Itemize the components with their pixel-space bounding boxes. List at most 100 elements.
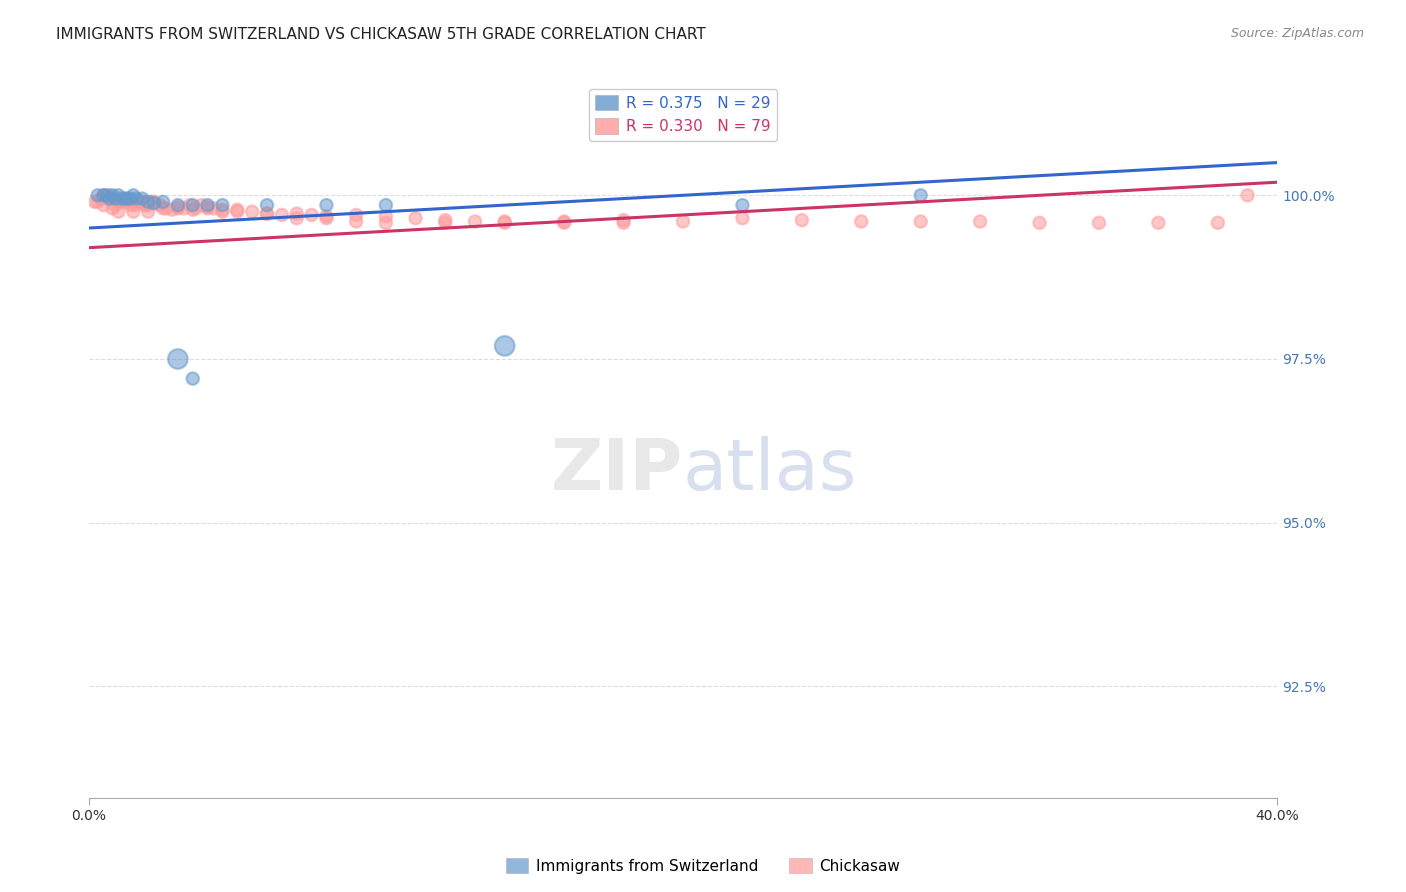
- Point: [136, 204, 159, 219]
- Point: [122, 204, 145, 219]
- Point: [134, 198, 156, 212]
- Point: [374, 198, 396, 212]
- Point: [240, 204, 263, 219]
- Point: [173, 202, 195, 216]
- Point: [197, 202, 219, 216]
- Point: [107, 204, 129, 219]
- Point: [117, 194, 139, 209]
- Point: [101, 188, 124, 202]
- Point: [494, 214, 516, 228]
- Point: [910, 188, 932, 202]
- Point: [86, 194, 108, 209]
- Text: IMMIGRANTS FROM SWITZERLAND VS CHICKASAW 5TH GRADE CORRELATION CHART: IMMIGRANTS FROM SWITZERLAND VS CHICKASAW…: [56, 27, 706, 42]
- Point: [110, 194, 132, 209]
- Point: [434, 213, 457, 227]
- Point: [167, 198, 190, 212]
- Point: [160, 202, 183, 217]
- Point: [167, 202, 190, 216]
- Point: [969, 214, 991, 228]
- Point: [1088, 216, 1111, 230]
- Point: [405, 211, 427, 226]
- Point: [285, 211, 308, 226]
- Point: [181, 198, 204, 212]
- Point: [96, 188, 118, 202]
- Point: [202, 202, 225, 216]
- Point: [464, 214, 486, 228]
- Point: [226, 202, 249, 217]
- Point: [167, 200, 190, 214]
- Point: [167, 351, 190, 366]
- Point: [184, 202, 207, 216]
- Point: [434, 216, 457, 230]
- Text: Source: ZipAtlas.com: Source: ZipAtlas.com: [1230, 27, 1364, 40]
- Point: [93, 188, 115, 202]
- Point: [139, 194, 162, 209]
- Point: [107, 188, 129, 202]
- Point: [910, 214, 932, 228]
- Point: [256, 206, 278, 220]
- Point: [211, 202, 233, 217]
- Point: [152, 202, 174, 216]
- Point: [851, 214, 873, 228]
- Point: [553, 216, 575, 230]
- Point: [122, 188, 145, 202]
- Point: [211, 204, 233, 219]
- Point: [285, 206, 308, 220]
- Point: [120, 192, 142, 206]
- Point: [315, 198, 337, 212]
- Point: [1028, 216, 1050, 230]
- Point: [93, 198, 115, 212]
- Legend: R = 0.375   N = 29, R = 0.330   N = 79: R = 0.375 N = 29, R = 0.330 N = 79: [589, 88, 776, 141]
- Text: ZIP: ZIP: [551, 436, 683, 505]
- Point: [1206, 216, 1229, 230]
- Point: [226, 204, 249, 219]
- Point: [152, 194, 174, 209]
- Point: [143, 196, 166, 211]
- Point: [270, 208, 292, 222]
- Point: [112, 194, 135, 209]
- Legend: Immigrants from Switzerland, Chickasaw: Immigrants from Switzerland, Chickasaw: [499, 852, 907, 880]
- Point: [301, 208, 323, 222]
- Point: [136, 194, 159, 209]
- Point: [131, 192, 153, 206]
- Point: [143, 194, 166, 209]
- Point: [117, 192, 139, 206]
- Point: [120, 198, 142, 212]
- Point: [315, 211, 337, 226]
- Point: [98, 188, 121, 202]
- Point: [125, 198, 148, 212]
- Point: [256, 206, 278, 220]
- Point: [344, 208, 367, 222]
- Point: [98, 192, 121, 206]
- Point: [1147, 216, 1170, 230]
- Point: [107, 194, 129, 209]
- Point: [731, 211, 754, 226]
- Point: [731, 198, 754, 212]
- Point: [90, 192, 112, 206]
- Text: atlas: atlas: [683, 436, 858, 505]
- Point: [190, 198, 212, 212]
- Point: [344, 214, 367, 228]
- Point: [101, 192, 124, 206]
- Point: [128, 194, 150, 209]
- Point: [112, 192, 135, 206]
- Point: [553, 214, 575, 228]
- Point: [101, 202, 124, 216]
- Point: [181, 371, 204, 385]
- Point: [672, 214, 695, 228]
- Point: [790, 213, 813, 227]
- Point: [374, 209, 396, 223]
- Point: [374, 216, 396, 230]
- Point: [613, 213, 636, 227]
- Point: [211, 198, 233, 212]
- Point: [136, 198, 159, 212]
- Point: [131, 194, 153, 209]
- Point: [93, 188, 115, 202]
- Point: [110, 192, 132, 206]
- Point: [256, 198, 278, 212]
- Point: [125, 192, 148, 206]
- Point: [181, 202, 204, 217]
- Point: [122, 194, 145, 209]
- Point: [613, 216, 636, 230]
- Point: [179, 198, 201, 212]
